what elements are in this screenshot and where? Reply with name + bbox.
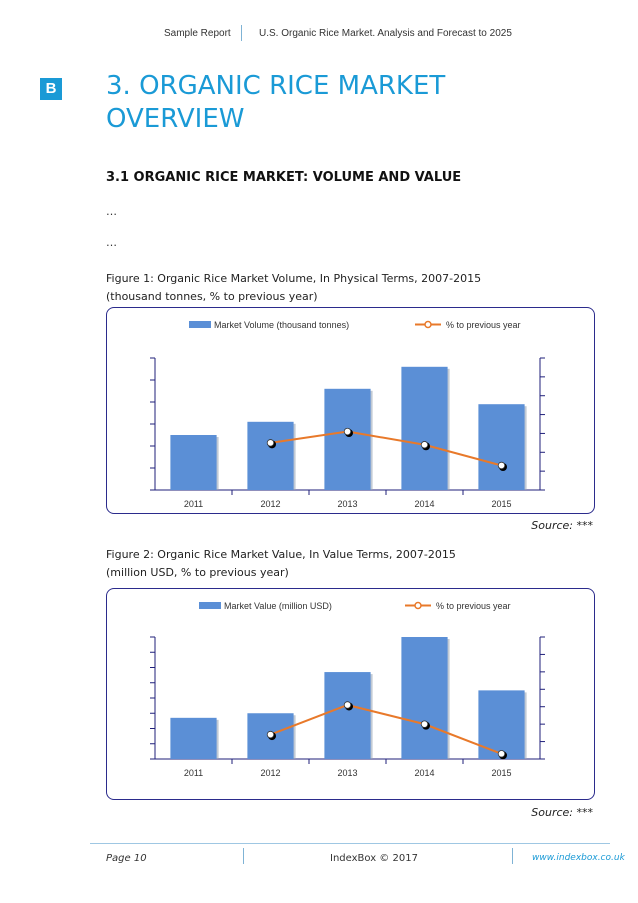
footer-divider: [90, 843, 610, 844]
footer-page-number: Page 10: [106, 853, 147, 864]
figure2-caption-line1: Figure 2: Organic Rice Market Value, In …: [106, 548, 456, 561]
bar-2015: [478, 690, 525, 759]
bar-2014: [401, 637, 448, 759]
ellipsis-2: …: [106, 236, 117, 249]
line-point: [420, 441, 429, 449]
x-tick-label: 2015: [491, 768, 511, 778]
bar-2012: [247, 421, 294, 490]
figure2-source: Source: ***: [531, 806, 593, 819]
legend-bar-swatch: [199, 602, 221, 609]
chart-legend: Market Volume (thousand tonnes) % to prev…: [189, 320, 521, 330]
bar-2011: [170, 435, 217, 490]
footer-separator-1: [243, 848, 244, 864]
footer-separator-2: [512, 848, 513, 864]
bar-series: [170, 637, 527, 759]
legend-bar-swatch: [189, 321, 211, 328]
x-tick-label: 2014: [414, 768, 434, 778]
line-point: [266, 439, 275, 447]
legend-line-label: % to previous year: [436, 601, 511, 611]
chart-svg: Market Volume (thousand tonnes) % to prev…: [150, 320, 545, 509]
line-series: [266, 427, 507, 471]
line-point: [266, 730, 275, 739]
legend-line-label: % to previous year: [446, 320, 521, 330]
section-title: 3. ORGANIC RICE MARKET OVERVIEW: [106, 70, 606, 136]
ellipsis-1: …: [106, 205, 117, 218]
line-point: [497, 750, 506, 758]
footer-url[interactable]: www.indexbox.co.uk: [532, 853, 625, 863]
line-series: [266, 701, 507, 760]
line-point: [343, 427, 352, 436]
x-tick-label: 2011: [184, 499, 203, 509]
bar-2015: [478, 404, 525, 490]
header-separator: [241, 25, 242, 41]
line-path: [270, 430, 502, 467]
legend-line-marker: [424, 320, 432, 329]
x-tick-label: 2013: [337, 768, 357, 778]
figure1-caption-line1: Figure 1: Organic Rice Market Volume, In…: [106, 272, 482, 285]
line-point: [343, 701, 352, 709]
bar-2013: [324, 672, 371, 759]
bar-2014: [401, 366, 448, 490]
x-tick-label: 2014: [414, 499, 434, 509]
figure1-caption-line2: (thousand tonnes, % to previous year): [106, 290, 318, 303]
x-tick-label: 2012: [260, 499, 280, 509]
line-point: [497, 461, 506, 470]
section-title-line1: 3. ORGANIC RICE MARKET: [106, 71, 446, 101]
line-path: [270, 703, 502, 755]
brand-logo: B: [40, 78, 62, 100]
chart-legend: Market Value (million USD) % to previous …: [199, 601, 511, 611]
figure2-caption: Figure 2: Organic Rice Market Value, In …: [106, 546, 456, 582]
footer-copyright: IndexBox © 2017: [330, 853, 418, 864]
figure2-caption-line2: (million USD, % to previous year): [106, 566, 289, 579]
figure1-caption: Figure 1: Organic Rice Market Volume, In…: [106, 270, 481, 306]
line-point: [420, 720, 429, 728]
x-tick-label: 2011: [184, 768, 203, 778]
legend-bar-label: Market Volume (thousand tonnes): [214, 320, 349, 330]
figure1-source: Source: ***: [531, 519, 593, 532]
section-title-line2: OVERVIEW: [106, 104, 245, 134]
figure1-chart: Market Volume (thousand tonnes) % to prev…: [106, 307, 595, 514]
section-subtitle: 3.1 ORGANIC RICE MARKET: VOLUME AND VALU…: [106, 170, 462, 185]
x-tick-label: 2012: [260, 768, 280, 778]
figure2-chart: Market Value (million USD) % to previous …: [106, 588, 595, 800]
x-tick-label: 2015: [491, 499, 511, 509]
header-left: Sample Report: [164, 28, 231, 39]
header-right: U.S. Organic Rice Market. Analysis and F…: [259, 28, 512, 39]
bar-2013: [324, 388, 371, 490]
legend-bar-label: Market Value (million USD): [224, 601, 332, 611]
x-tick-label: 2013: [337, 499, 357, 509]
bar-series: [170, 366, 527, 490]
bar-2011: [170, 717, 217, 759]
legend-line-marker: [414, 601, 422, 610]
chart-svg: Market Value (million USD) % to previous …: [150, 601, 545, 778]
